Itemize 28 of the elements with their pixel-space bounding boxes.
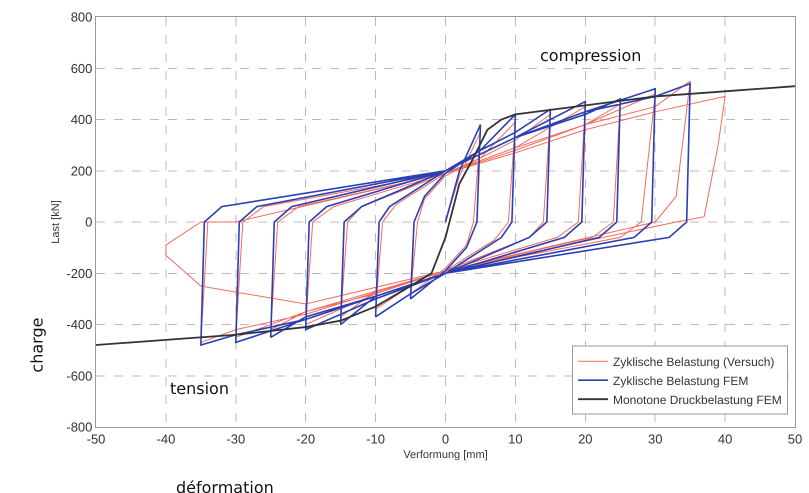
x-tick-label: 0 bbox=[442, 432, 450, 447]
x-tick-label: 40 bbox=[718, 432, 732, 447]
text: déformation bbox=[176, 478, 274, 493]
y-tick-label: 800 bbox=[70, 10, 92, 25]
text: charge bbox=[28, 318, 47, 373]
y-tick-label: 400 bbox=[70, 112, 92, 128]
x-tick-label: 10 bbox=[508, 432, 523, 447]
y-tick-label: 0 bbox=[85, 214, 92, 230]
x-tick-label: -10 bbox=[366, 432, 385, 447]
legend-label: Monotone Druckbelastung FEM bbox=[613, 392, 782, 407]
legend-label: Zyklische Belastung (Versuch) bbox=[613, 354, 774, 369]
y-tick-label: 200 bbox=[70, 163, 92, 178]
y-tick-label: -400 bbox=[66, 317, 92, 332]
annotation: compression bbox=[540, 46, 642, 65]
x-tick-label: 30 bbox=[648, 432, 662, 447]
y-tick-label: 600 bbox=[70, 60, 92, 76]
x-axis-title: Verformung [mm] bbox=[403, 448, 488, 461]
annotation: tension bbox=[170, 379, 229, 398]
x-tick-label: 20 bbox=[578, 432, 593, 447]
y-tick-label: -600 bbox=[66, 368, 92, 384]
x-tick-label: 50 bbox=[788, 432, 802, 447]
y-tick-label: -200 bbox=[66, 266, 92, 281]
x-tick-label: -40 bbox=[156, 432, 176, 447]
x-tick-label: -20 bbox=[296, 432, 316, 447]
legend-label: Zyklische Belastung FEM bbox=[613, 374, 748, 388]
x-tick-label: -30 bbox=[226, 432, 246, 447]
line-series bbox=[96, 85, 795, 346]
y-axis-title: Last [kN] bbox=[50, 200, 62, 244]
